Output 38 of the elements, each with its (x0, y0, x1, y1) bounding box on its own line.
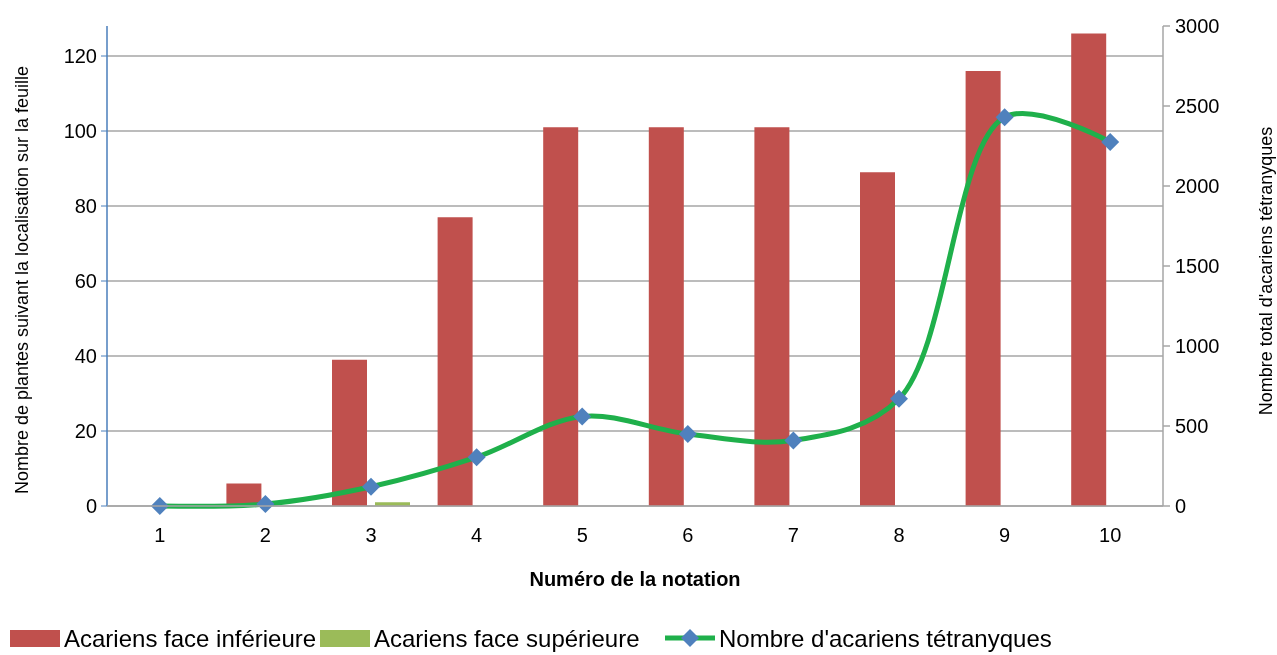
y2-tick-label: 1000 (1175, 335, 1220, 357)
x-tick-label: 2 (259, 524, 271, 546)
x-tick-label: 7 (787, 524, 799, 546)
y2-tick-label: 2000 (1175, 175, 1220, 197)
x-axis-title: Numéro de la notation (529, 568, 741, 590)
bar (965, 71, 1001, 506)
x-tick-label: 1 (154, 524, 166, 546)
bar (1071, 33, 1107, 506)
y-tick-label: 100 (63, 120, 97, 142)
x-tick-label: 10 (1099, 524, 1122, 546)
y-axis-title: Nombre de plantes suivant la localisation sur la feuille (12, 65, 32, 495)
x-tick-label: 5 (576, 524, 588, 546)
y2-axis-title: Nombre total d'acariens tétranyques (1256, 126, 1276, 416)
y2-tick-label: 500 (1175, 415, 1209, 437)
y2-tick-label: 3000 (1175, 15, 1220, 37)
bar (754, 127, 790, 506)
legend-label: Acariens face inférieure (64, 625, 317, 652)
y-tick-label: 60 (74, 270, 97, 292)
bar (437, 217, 473, 506)
x-tick-label: 6 (682, 524, 694, 546)
y2-tick-label: 2500 (1175, 95, 1220, 117)
y-tick-label: 20 (74, 420, 97, 442)
y-tick-label: 120 (63, 45, 97, 67)
legend-label: Acariens face supérieure (374, 625, 640, 652)
x-tick-label: 3 (365, 524, 377, 546)
y-tick-label: 0 (85, 495, 97, 517)
y2-tick-label: 1500 (1175, 255, 1220, 277)
x-tick-label: 9 (999, 524, 1011, 546)
bar (648, 127, 684, 506)
x-tick-label: 8 (893, 524, 905, 546)
y2-tick-label: 0 (1175, 495, 1187, 517)
y-tick-label: 40 (74, 345, 97, 367)
y-tick-label: 80 (74, 195, 97, 217)
legend-label: Nombre d'acariens tétranyques (719, 625, 1052, 652)
bar (332, 359, 367, 506)
bar (543, 127, 579, 506)
bar (860, 172, 895, 506)
x-tick-label: 4 (471, 524, 483, 546)
